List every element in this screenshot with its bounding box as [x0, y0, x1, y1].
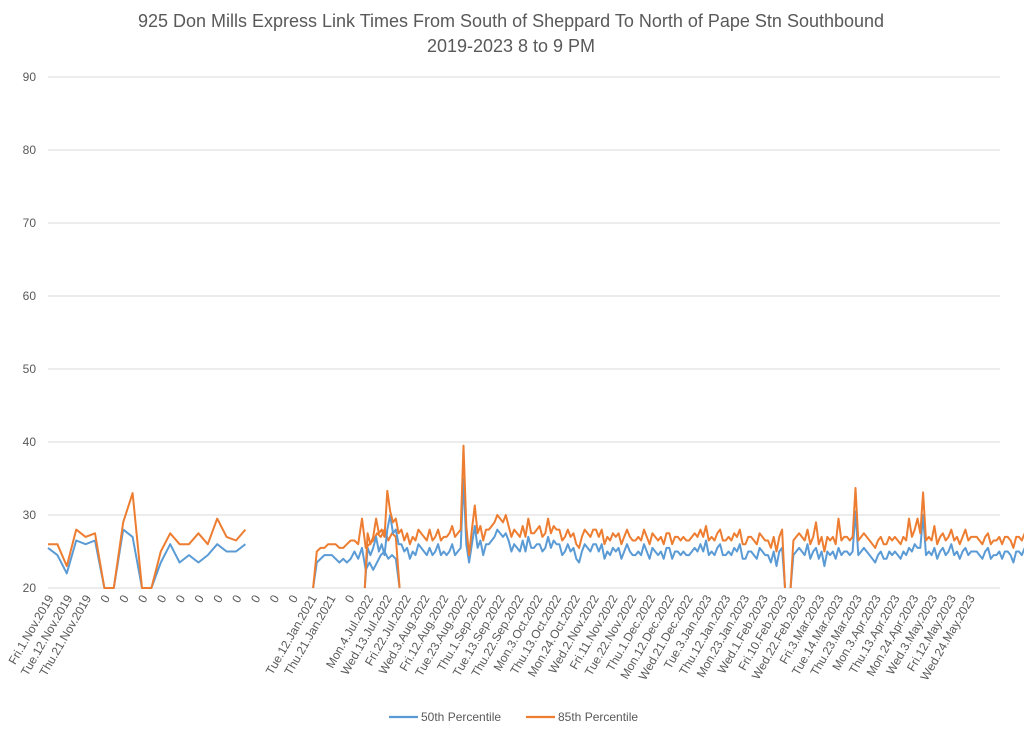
x-tick-label-4: 0: [116, 592, 132, 605]
x-tick-label-9: 0: [210, 592, 226, 605]
y-tick-label-80: 80: [23, 143, 37, 157]
gridlines: [48, 76, 1000, 589]
series-line-50th-percentile-segment-0: [47, 528, 247, 589]
y-tick-label-30: 30: [23, 508, 37, 522]
x-tick-label-16: 0: [342, 592, 358, 605]
y-tick-label-40: 40: [23, 435, 37, 449]
y-tick-label-90: 90: [23, 70, 37, 84]
x-tick-label-8: 0: [192, 592, 208, 605]
series-line-85th-percentile-segment-0: [48, 492, 247, 589]
x-tick-label-3: 0: [98, 592, 114, 605]
chart-title-line-1: 925 Don Mills Express Link Times From So…: [138, 11, 884, 31]
y-tick-label-20: 20: [23, 581, 37, 595]
x-tick-label-13: 0: [286, 592, 302, 605]
y-tick-label-50: 50: [23, 362, 37, 376]
x-tick-label-5: 0: [135, 592, 151, 605]
series-line-50th-percentile-segment-1: [312, 546, 401, 589]
series-line-50th-percentile-segment-2: [363, 477, 786, 589]
series-line-85th-percentile-segment-2: [363, 444, 786, 589]
legend-label-85th-percentile: 85th Percentile: [558, 710, 638, 724]
y-tick-label-70: 70: [23, 216, 37, 230]
series-line-50th-percentile-segment-3: [789, 510, 1024, 589]
y-axis-tick-labels: 20 30 40 50 60 70 80 90: [23, 70, 37, 595]
x-axis-tick-labels: Fri.1.Nov.2019Tue.12.Nov.2019Thu.21.Nov.…: [6, 592, 978, 683]
legend-label-50th-percentile: 50th Percentile: [421, 710, 501, 724]
series-lines: [47, 444, 1024, 589]
y-tick-label-60: 60: [23, 289, 37, 303]
x-tick-label-12: 0: [267, 592, 283, 605]
series-line-85th-percentile-segment-3: [789, 487, 1024, 589]
x-tick-label-7: 0: [173, 592, 189, 605]
x-tick-label-11: 0: [248, 592, 264, 605]
chart-title-line-2: 2019-2023 8 to 9 PM: [427, 36, 595, 56]
x-tick-label-10: 0: [229, 592, 245, 605]
legend: 50th Percentile 85th Percentile: [389, 710, 638, 724]
x-tick-label-6: 0: [154, 592, 170, 605]
